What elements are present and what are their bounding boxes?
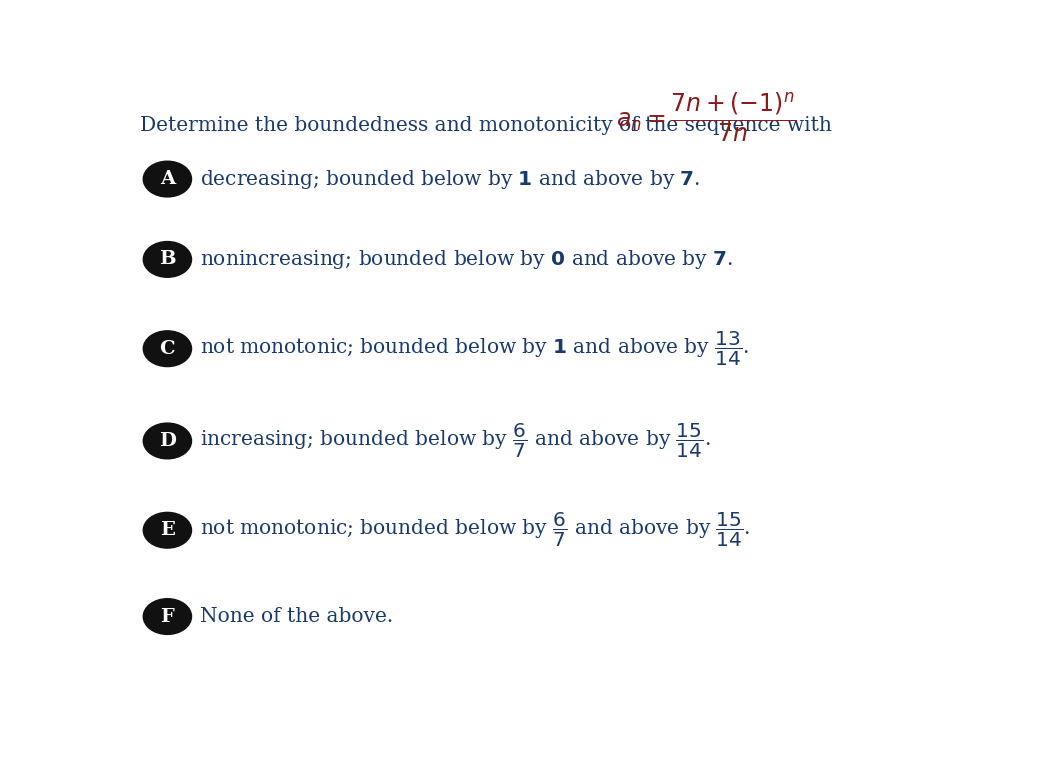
Circle shape xyxy=(143,512,192,548)
Text: A: A xyxy=(160,170,175,188)
Text: increasing; bounded below by $\dfrac{6}{7}$ and above by $\dfrac{15}{14}$.: increasing; bounded below by $\dfrac{6}{… xyxy=(200,422,710,460)
Text: decreasing; bounded below by $\mathbf{1}$ and above by $\mathbf{7}$.: decreasing; bounded below by $\mathbf{1}… xyxy=(200,168,701,191)
Text: nonincreasing; bounded below by $\mathbf{0}$ and above by $\mathbf{7}$.: nonincreasing; bounded below by $\mathbf… xyxy=(200,248,733,271)
Text: $a_n = \dfrac{7n + (-1)^n}{7n}$: $a_n = \dfrac{7n + (-1)^n}{7n}$ xyxy=(616,91,796,145)
Text: None of the above.: None of the above. xyxy=(200,607,394,626)
Text: F: F xyxy=(161,608,174,625)
Text: D: D xyxy=(159,432,176,450)
Text: C: C xyxy=(160,339,175,358)
Text: not monotonic; bounded below by $\mathbf{1}$ and above by $\dfrac{13}{14}$.: not monotonic; bounded below by $\mathbf… xyxy=(200,329,750,368)
Circle shape xyxy=(143,162,192,197)
Circle shape xyxy=(143,331,192,366)
Circle shape xyxy=(143,423,192,459)
Circle shape xyxy=(143,598,192,635)
Circle shape xyxy=(143,241,192,278)
Text: not monotonic; bounded below by $\dfrac{6}{7}$ and above by $\dfrac{15}{14}$.: not monotonic; bounded below by $\dfrac{… xyxy=(200,511,751,550)
Text: B: B xyxy=(159,250,175,268)
Text: E: E xyxy=(160,521,175,540)
Text: Determine the boundedness and monotonicity of the sequence with: Determine the boundedness and monotonici… xyxy=(140,116,838,135)
